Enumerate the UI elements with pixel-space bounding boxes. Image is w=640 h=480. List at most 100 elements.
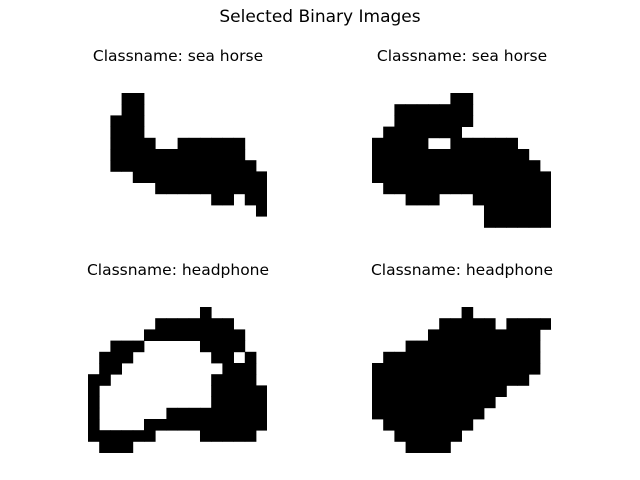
pixel [472,193,485,206]
pixel [427,407,440,420]
pixel [132,160,145,172]
pixel [211,193,223,206]
pixel [517,318,530,330]
pixel [188,160,201,172]
pixel [166,407,178,420]
pixel [121,93,134,105]
pixel [539,216,552,228]
pixel [416,396,429,409]
pixel [439,104,451,116]
pixel [211,407,223,420]
pixel [132,115,145,127]
pixel [539,182,552,195]
pixel [495,137,507,150]
pixel [255,193,268,206]
pixel [517,182,530,195]
pixel [416,193,429,206]
pixel [461,104,474,116]
pixel [255,182,268,195]
pixel [495,160,507,172]
pixel [155,171,167,183]
pixel [211,318,223,330]
pixel [143,430,156,442]
pixel [528,216,541,228]
pixel [483,318,496,330]
pixel [222,351,234,364]
pixel [528,182,541,195]
pixel [416,137,429,150]
pixel [99,430,111,442]
pixel [394,385,406,397]
pixel [528,340,541,353]
pixel [383,171,395,183]
pixel [372,137,384,150]
pixel [155,318,167,330]
pixel [495,216,507,228]
pixel [121,340,134,353]
pixel [439,441,451,453]
pixel [405,171,418,183]
pixel [461,351,474,364]
pixel [177,418,190,431]
pixel [121,160,134,172]
pixel [405,340,418,353]
pixel [110,340,122,353]
pixel [255,171,268,183]
pixel [461,318,474,330]
pixel [244,171,257,183]
pixel [383,396,395,409]
pixel [427,374,440,386]
pixel [450,351,462,364]
pixel [155,148,167,161]
pixel [472,182,485,195]
pixel [483,374,496,386]
pixel [439,418,451,431]
pixel [188,407,201,420]
pixel [461,182,474,195]
pixel [132,137,145,150]
pixel [506,318,518,330]
pixel [427,148,440,161]
pixel [222,137,234,150]
pixel [528,160,541,172]
pixel [495,182,507,195]
pixel [495,362,507,375]
pixel [394,171,406,183]
pixel [472,407,485,420]
pixel [394,160,406,172]
pixel [517,351,530,364]
pixel [439,160,451,172]
pixel [88,374,100,386]
pixel [506,216,518,228]
pixel [416,126,429,139]
pixel [372,171,384,183]
pixel [244,160,257,172]
pixel [222,362,234,375]
pixel [506,171,518,183]
pixel [88,385,100,397]
panel-title: Classname: headphone [370,261,554,279]
pixel [244,430,257,442]
pixel [416,374,429,386]
pixel [211,148,223,161]
pixel [244,351,257,364]
pixel [427,351,440,364]
pixel [88,418,100,431]
pixel [222,407,234,420]
pixel [506,182,518,195]
pixel [121,115,134,127]
pixel [394,126,406,139]
pixel [233,407,246,420]
pixel [506,148,518,161]
pixel [405,362,418,375]
pixel [528,171,541,183]
pixel [372,148,384,161]
pixel [233,362,246,375]
pixel [506,374,518,386]
pixel [405,160,418,172]
pixel [244,193,257,206]
pixel [427,115,440,127]
pixel [155,182,167,195]
pixel [439,351,451,364]
pixel [244,418,257,431]
